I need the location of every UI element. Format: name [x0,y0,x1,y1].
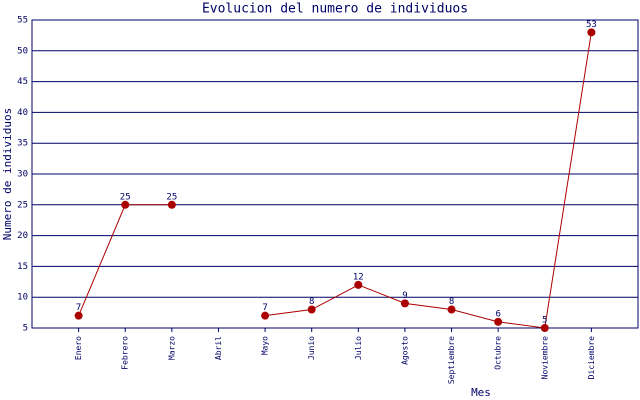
x-tick-label: Abril [214,336,223,360]
data-label: 7 [76,303,81,313]
x-tick-label: Octubre [494,336,503,370]
data-label: 9 [402,291,407,301]
x-tick-label: Julio [354,336,363,360]
data-label: 8 [309,297,314,307]
x-tick-label: Noviembre [540,336,549,380]
point [167,200,176,209]
y-tick-label: 45 [17,77,28,87]
y-tick-label: 25 [17,200,28,210]
x-tick-label: Enero [74,336,83,360]
y-tick-label: 50 [17,46,28,56]
x-tick-label: Septiembre [447,336,456,384]
y-tick-label: 30 [17,170,28,180]
data-label: 7 [262,303,267,313]
x-tick-label: Febrero [121,336,130,370]
point [540,324,549,332]
y-tick-label: 15 [17,262,28,272]
data-label: 53 [586,20,597,30]
point [494,317,503,326]
data-label: 25 [120,192,131,202]
x-axis-label: Mes [471,386,491,399]
y-tick-label: 40 [17,108,28,118]
x-tick-label: Mayo [261,336,270,355]
point [587,28,596,37]
point [354,280,363,289]
y-tick-label: 5 [23,324,28,334]
y-axis-label: Numero de individuos [1,108,14,240]
x-tick-label: Agosto [400,336,409,365]
y-tick-label: 20 [17,231,28,241]
y-tick-label: 55 [17,16,28,26]
point [307,305,316,314]
x-tick-label: Diciembre [587,336,596,380]
data-label: 8 [449,297,454,307]
point [74,311,83,320]
point [447,305,456,314]
chart-title: Evolucion del numero de individuos [202,2,468,17]
data-label: 12 [353,272,364,282]
point [261,311,270,320]
y-tick-label: 35 [17,139,28,149]
y-tick-label: 10 [17,293,28,303]
data-label: 6 [495,309,500,319]
x-tick-label: Junio [307,336,316,360]
data-label: 5 [542,316,547,326]
x-tick-label: Marzo [167,336,176,360]
point [400,299,409,308]
plot-border [31,19,639,329]
data-label: 25 [166,192,177,202]
point [121,200,130,209]
